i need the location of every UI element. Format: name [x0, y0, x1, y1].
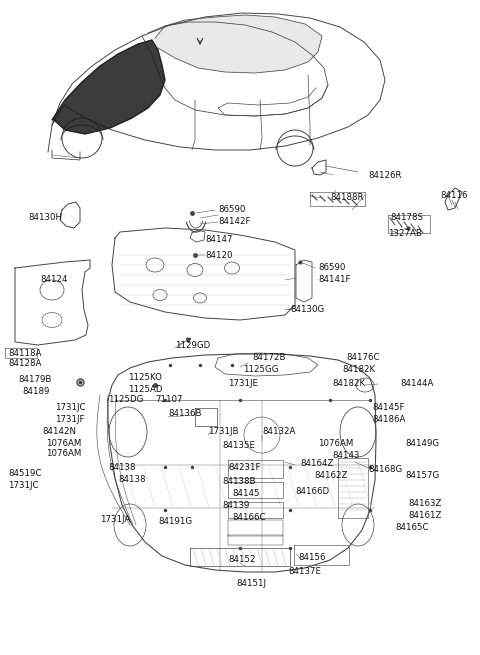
Text: 84519C: 84519C [8, 470, 41, 479]
Text: 84164Z: 84164Z [300, 460, 334, 468]
Text: 1731JF: 1731JF [55, 415, 84, 424]
Text: 84143: 84143 [332, 451, 360, 460]
Text: 84126R: 84126R [368, 170, 401, 179]
Text: 84136B: 84136B [168, 409, 202, 417]
Text: 84151J: 84151J [236, 580, 266, 588]
Text: 84165C: 84165C [395, 523, 429, 531]
Text: 84116: 84116 [440, 191, 468, 200]
Text: 84166C: 84166C [232, 514, 265, 523]
Text: 1076AM: 1076AM [46, 449, 82, 458]
Text: 1731JA: 1731JA [100, 515, 130, 525]
Text: 84145F: 84145F [372, 403, 405, 413]
Text: 1327AB: 1327AB [388, 229, 422, 238]
Text: 84166D: 84166D [295, 487, 329, 495]
Polygon shape [52, 40, 165, 134]
Text: 84157G: 84157G [405, 472, 439, 481]
Text: 84189: 84189 [22, 386, 49, 396]
Text: 84161Z: 84161Z [408, 510, 442, 519]
Text: 84231F: 84231F [228, 464, 261, 472]
Text: 84137E: 84137E [288, 567, 321, 576]
Text: 84130G: 84130G [290, 305, 324, 314]
Text: 84179B: 84179B [18, 375, 51, 384]
Text: 1731JC: 1731JC [8, 481, 38, 489]
Text: 1125GG: 1125GG [243, 365, 278, 375]
Text: 84191G: 84191G [158, 517, 192, 527]
Text: 84118A: 84118A [8, 348, 41, 358]
Text: 84162Z: 84162Z [314, 472, 348, 481]
Text: 84135E: 84135E [222, 441, 255, 451]
Text: 84142N: 84142N [42, 428, 76, 436]
Text: 1076AM: 1076AM [318, 438, 353, 447]
Text: 1731JC: 1731JC [55, 403, 85, 413]
Text: 84152: 84152 [228, 555, 255, 565]
Text: 84138: 84138 [118, 476, 145, 485]
Text: 84138B: 84138B [222, 477, 255, 487]
Text: 86590: 86590 [318, 263, 346, 272]
Text: 84186A: 84186A [372, 415, 406, 424]
Text: 84147: 84147 [205, 236, 232, 244]
Text: 84139: 84139 [222, 502, 250, 510]
Text: 84141F: 84141F [318, 276, 350, 284]
Text: 84182K: 84182K [332, 379, 365, 388]
Text: 84142F: 84142F [218, 217, 251, 227]
Text: 84124: 84124 [40, 276, 68, 284]
Text: 84145: 84145 [232, 489, 260, 498]
Polygon shape [155, 15, 322, 73]
Text: 1125DG: 1125DG [108, 396, 144, 405]
Text: 1125AD: 1125AD [128, 384, 163, 394]
Text: 84188R: 84188R [330, 193, 363, 202]
Text: 84120: 84120 [205, 250, 232, 259]
Text: 84149G: 84149G [405, 438, 439, 447]
Text: 84176C: 84176C [346, 354, 380, 362]
Text: 1731JE: 1731JE [228, 379, 258, 388]
Text: 84144A: 84144A [400, 379, 433, 388]
Text: 84132A: 84132A [262, 428, 295, 436]
Text: 1076AM: 1076AM [46, 438, 82, 447]
Text: 1731JB: 1731JB [208, 428, 239, 436]
Text: 86590: 86590 [218, 206, 245, 214]
Text: 84163Z: 84163Z [408, 498, 442, 508]
Text: 1129GD: 1129GD [175, 341, 210, 350]
Text: 84168G: 84168G [368, 466, 402, 474]
Text: 71107: 71107 [155, 396, 182, 405]
Text: 84138: 84138 [108, 464, 135, 472]
Text: 84178S: 84178S [390, 214, 423, 223]
Text: 84130H: 84130H [28, 214, 62, 223]
Text: 84172B: 84172B [252, 354, 286, 362]
Text: 1125KO: 1125KO [128, 373, 162, 383]
Text: 84156: 84156 [298, 553, 325, 563]
Text: 84182K: 84182K [342, 365, 375, 375]
Text: 84128A: 84128A [8, 360, 41, 369]
